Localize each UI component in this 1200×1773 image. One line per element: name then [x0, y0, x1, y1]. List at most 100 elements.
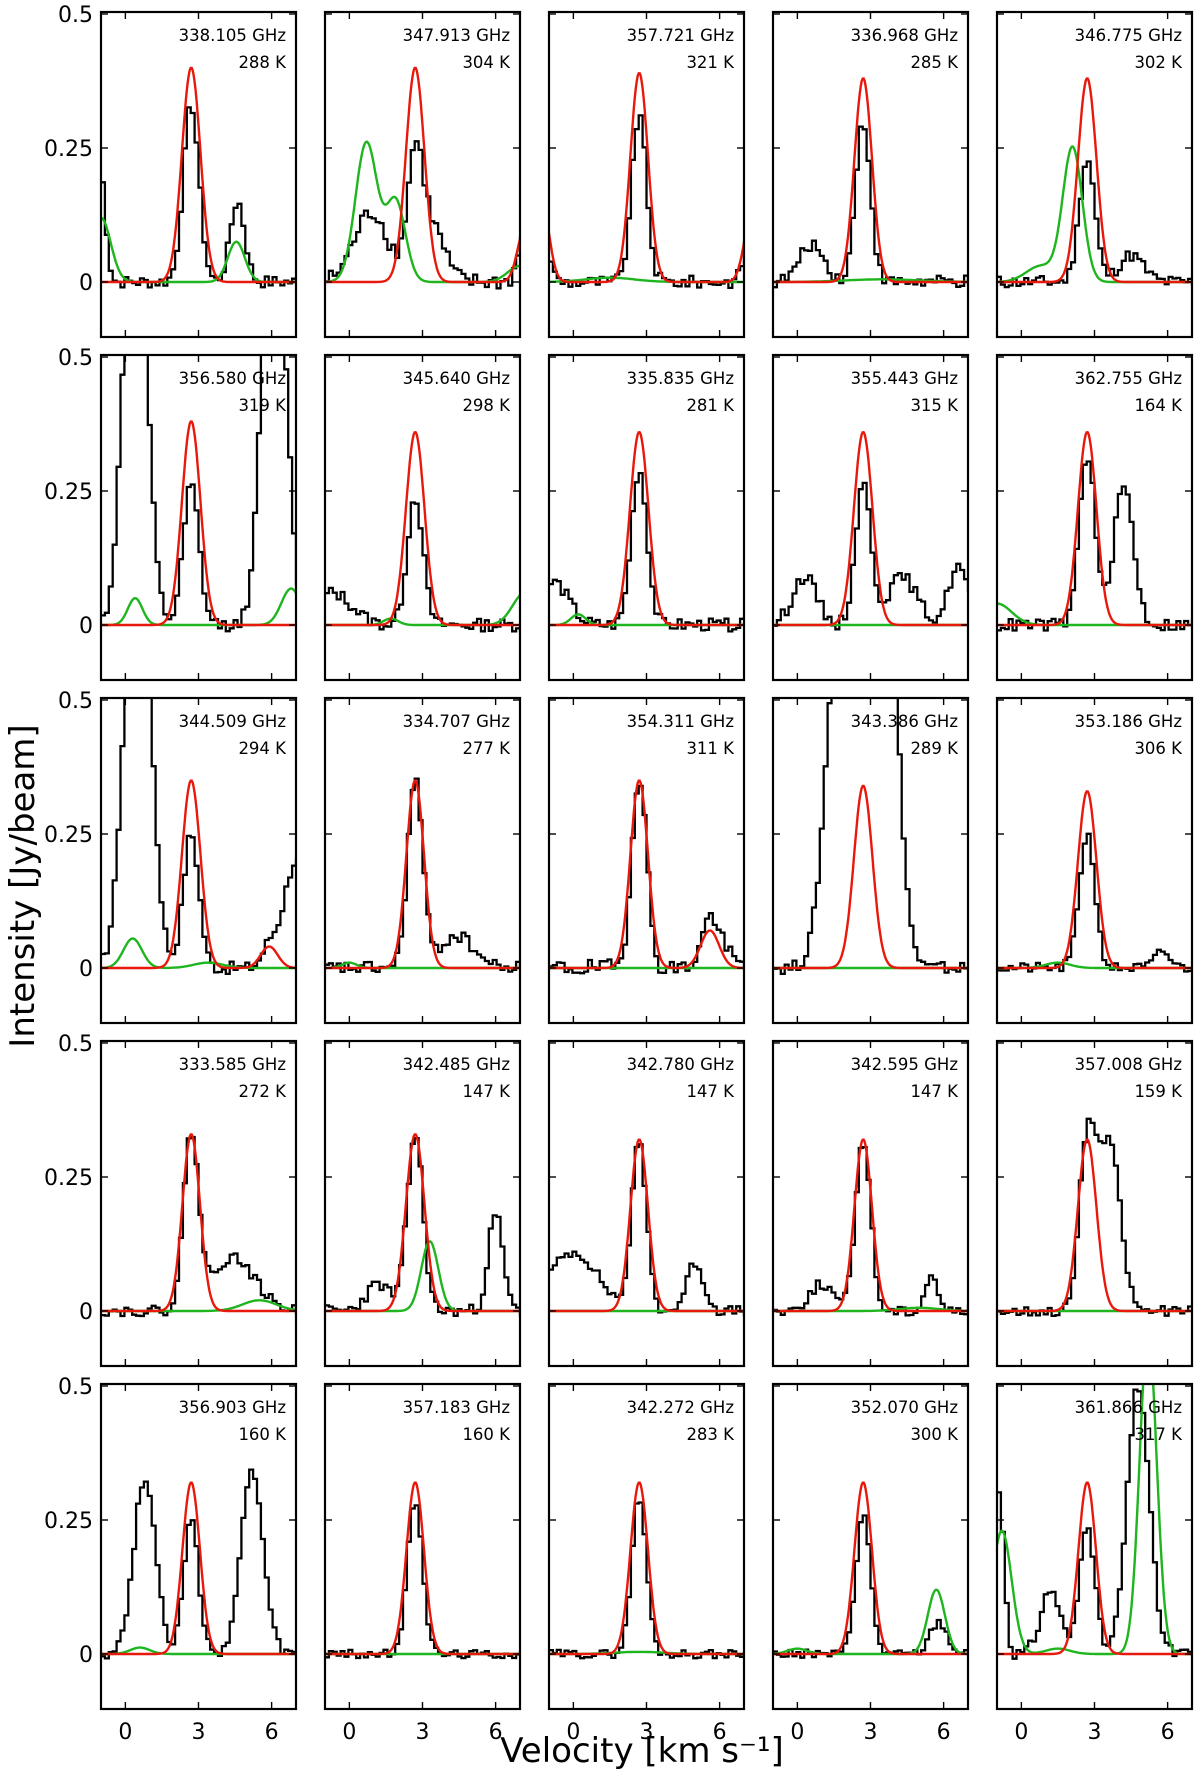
spectrum-panel: 0 0.25 0.5 338.105 GHz 288 K [44, 3, 298, 339]
y-tick-label: 0.5 [58, 346, 93, 371]
spectrum-panel: 0 0.25 0.5 344.509 GHz 294 K [44, 689, 298, 1025]
spectrum-panel: 342.595 GHz 147 K [771, 1039, 970, 1368]
observed-spectrum-line [101, 698, 296, 976]
spectrum-panel: 334.707 GHz 277 K [323, 696, 522, 1025]
spectrum-panel: 345.640 GHz 298 K [323, 353, 522, 682]
observed-spectrum-line [997, 1117, 1192, 1318]
panel-frequency-label: 352.070 GHz [851, 1398, 958, 1417]
observed-spectrum-line [773, 481, 968, 631]
panel-frequency-label: 353.186 GHz [1075, 712, 1182, 731]
panels-group: 0 0.25 0.5 338.105 GHz 288 K 347.913 GHz 304 K… [44, 3, 1194, 1745]
observed-spectrum-line [549, 471, 744, 633]
model-fit-line [101, 66, 296, 284]
panel-temperature-label: 302 K [1134, 53, 1183, 72]
x-tick-label: 6 [1161, 1720, 1175, 1745]
panel-temperature-label: 311 K [686, 739, 735, 758]
spectrum-panel: 342.780 GHz 147 K [547, 1039, 746, 1368]
panel-temperature-label: 160 K [238, 1425, 287, 1444]
panel-temperature-label: 277 K [462, 739, 511, 758]
panel-frequency-label: 356.903 GHz [179, 1398, 286, 1417]
panel-temperature-label: 281 K [686, 396, 735, 415]
spectrum-panel: 336.968 GHz 285 K [771, 10, 970, 339]
observed-spectrum-line [101, 355, 296, 633]
model-fit-line [325, 66, 520, 284]
panel-traces [101, 355, 296, 633]
model-fit-line [997, 431, 1192, 627]
panel-frequency-label: 344.509 GHz [179, 712, 286, 731]
panel-temperature-label: 288 K [238, 53, 287, 72]
panel-traces [997, 77, 1192, 289]
panel-temperature-label: 294 K [238, 739, 287, 758]
spectrum-panel: 0 3 6 352.070 GHz 300 K [771, 1382, 970, 1745]
model-fit-line [549, 431, 744, 627]
panel-frequency-label: 357.183 GHz [403, 1398, 510, 1417]
panel-frequency-label: 343.386 GHz [851, 712, 958, 731]
other-transitions-model-line [997, 1384, 1192, 1656]
panel-traces [997, 1117, 1192, 1318]
panel-traces [549, 72, 744, 290]
observed-spectrum-line [997, 460, 1192, 632]
panel-traces [325, 777, 520, 974]
y-tick-label: 0 [79, 614, 93, 639]
x-tick-label: 0 [790, 1720, 804, 1745]
x-tick-label: 6 [265, 1720, 279, 1745]
panel-traces [325, 1133, 520, 1317]
model-fit-line [997, 1138, 1192, 1313]
spectrum-panel: 354.311 GHz 311 K [547, 696, 746, 1025]
x-tick-label: 3 [192, 1720, 206, 1745]
observed-spectrum-line [325, 1504, 520, 1660]
x-tick-label: 0 [566, 1720, 580, 1745]
observed-spectrum-line [997, 832, 1192, 973]
panel-temperature-label: 304 K [462, 53, 511, 72]
other-transitions-model-line [101, 216, 296, 284]
panel-temperature-label: 317 K [1134, 1425, 1183, 1444]
other-transitions-model-line [773, 1588, 968, 1656]
spectrum-panel: 347.913 GHz 304 K [323, 10, 522, 339]
spectrum-panel: 355.443 GHz 315 K [771, 353, 970, 682]
spectrum-panel: 0 3 6 361.866 GHz 317 K [995, 1382, 1194, 1745]
observed-spectrum-line [997, 160, 1192, 289]
panel-frequency-label: 342.485 GHz [403, 1055, 510, 1074]
observed-spectrum-line [773, 125, 968, 289]
y-tick-label: 0.25 [44, 1509, 93, 1534]
model-fit-line [549, 779, 744, 970]
model-fit-line [997, 1481, 1192, 1656]
panel-frequency-label: 362.755 GHz [1075, 369, 1182, 388]
x-tick-label: 3 [864, 1720, 878, 1745]
spectrum-panel: 335.835 GHz 281 K [547, 353, 746, 682]
panel-traces [773, 698, 968, 976]
panel-temperature-label: 319 K [238, 396, 287, 415]
spectrum-panel: 353.186 GHz 306 K [995, 696, 1194, 1025]
y-tick-label: 0 [79, 271, 93, 296]
panel-traces [549, 779, 744, 975]
model-fit-line [325, 1133, 520, 1313]
panel-frequency-label: 357.721 GHz [627, 26, 734, 45]
panel-frequency-label: 333.585 GHz [179, 1055, 286, 1074]
observed-spectrum-line [773, 698, 968, 976]
panel-traces [325, 66, 520, 290]
panel-traces [101, 66, 296, 289]
panel-traces [549, 1138, 744, 1317]
other-transitions-model-line [325, 1240, 520, 1313]
panel-frequency-label: 356.580 GHz [179, 369, 286, 388]
panel-frequency-label: 355.443 GHz [851, 369, 958, 388]
x-tick-label: 3 [1088, 1720, 1102, 1745]
panel-temperature-label: 159 K [1134, 1082, 1183, 1101]
model-fit-line [773, 431, 968, 627]
x-tick-label: 3 [640, 1720, 654, 1745]
observed-spectrum-line [325, 501, 520, 633]
y-tick-label: 0.25 [44, 137, 93, 162]
other-transitions-model-line [997, 602, 1192, 627]
panel-frequency-label: 335.835 GHz [627, 369, 734, 388]
panel-temperature-label: 298 K [462, 396, 511, 415]
model-fit-line [549, 72, 744, 284]
panel-temperature-label: 147 K [462, 1082, 511, 1101]
panel-frequency-label: 342.272 GHz [627, 1398, 734, 1417]
panel-traces [325, 431, 520, 633]
model-fit-line [773, 77, 968, 284]
panel-temperature-label: 160 K [462, 1425, 511, 1444]
observed-spectrum-line [773, 1146, 968, 1317]
x-axis-title: Velocity [km s⁻¹] [500, 1731, 784, 1771]
observed-spectrum-line [549, 114, 744, 290]
